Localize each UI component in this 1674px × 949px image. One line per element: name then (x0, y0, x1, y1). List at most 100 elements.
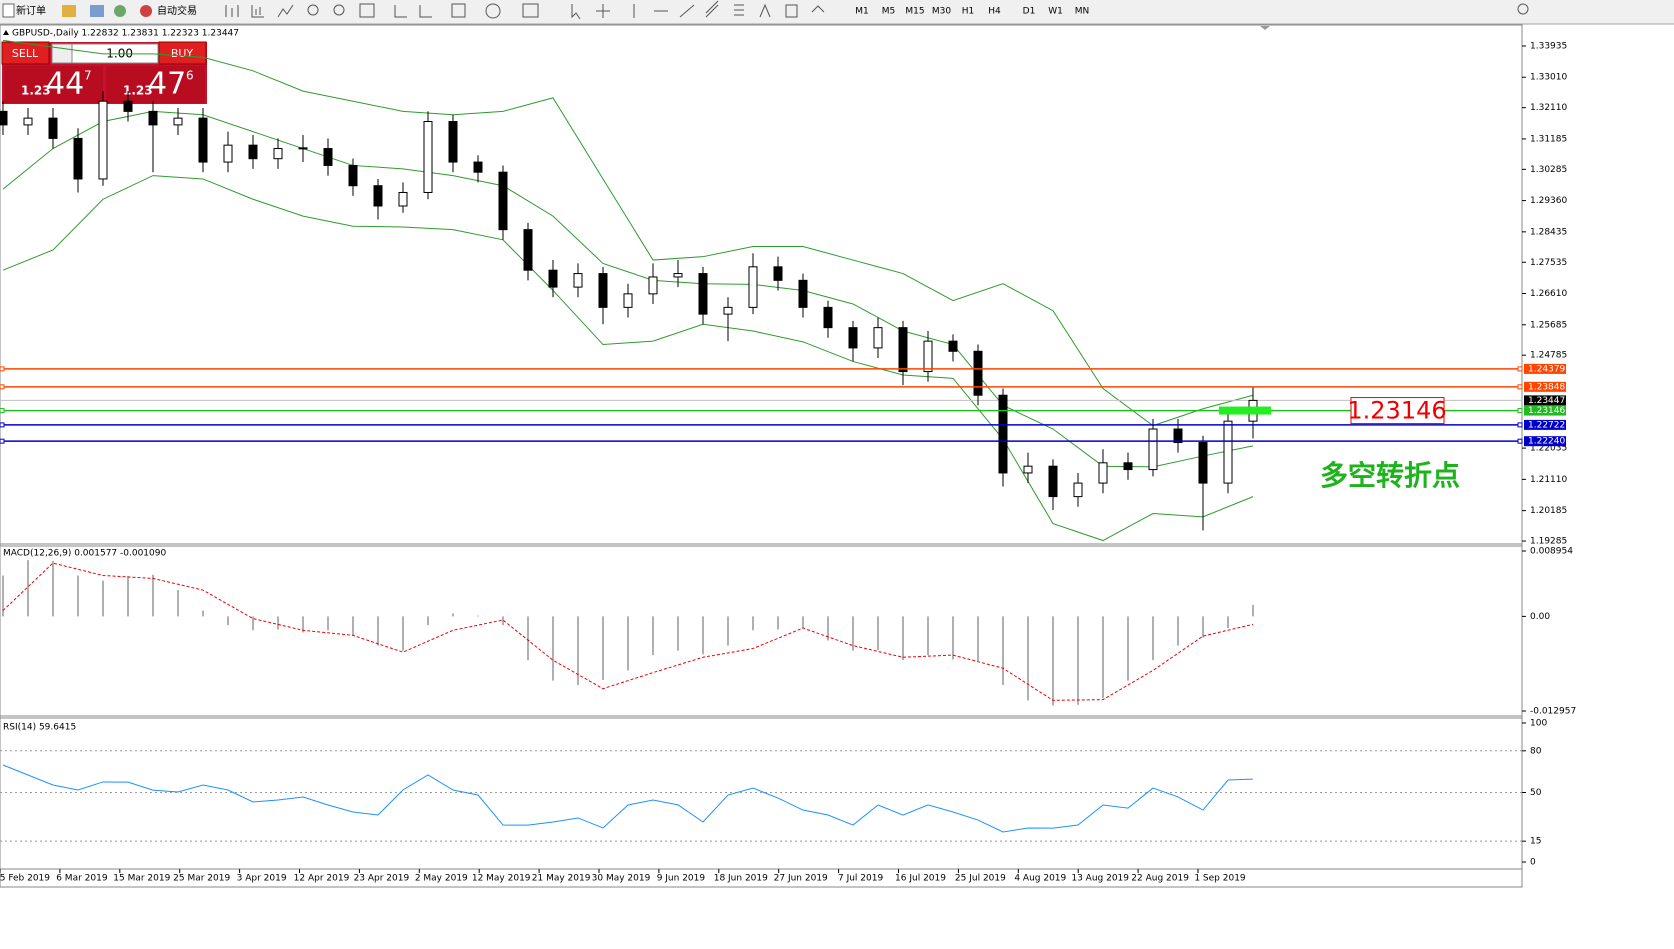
level-handle (0, 422, 5, 428)
buy-label[interactable]: BUY (171, 47, 194, 60)
new-order-icon[interactable] (2, 3, 15, 18)
timeframe-button[interactable]: M5 (882, 7, 896, 17)
candle-body (523, 229, 533, 271)
periods-icon[interactable] (485, 3, 501, 19)
fibo-icon[interactable] (734, 4, 744, 16)
rsi-line (2, 764, 1254, 833)
toolbar-icon[interactable] (62, 5, 76, 17)
crosshair-icon[interactable] (596, 4, 610, 18)
level-price-bg (1524, 419, 1566, 430)
cursor-icon[interactable] (571, 4, 581, 20)
candle-body (923, 340, 933, 373)
candle-body (598, 273, 608, 308)
zoom-out-icon[interactable] (333, 4, 345, 16)
x-tick-label: 23 Apr 2019 (354, 874, 410, 884)
candle-body (48, 117, 58, 139)
auto-trading-button[interactable]: 自动交易 (157, 4, 197, 17)
level-price-label: 1.24379 (1528, 364, 1565, 374)
zoom-in-icon[interactable] (307, 4, 319, 16)
search-icon[interactable] (1517, 3, 1529, 15)
x-tick-label: 4 Aug 2019 (1014, 874, 1066, 884)
y-tick-label: 1.27535 (1530, 258, 1567, 268)
x-tick-label: 27 Jun 2019 (774, 874, 828, 884)
candle-body (423, 121, 433, 193)
sell-price-box[interactable] (4, 66, 103, 103)
candle-body (873, 327, 883, 349)
candle-chart-icon[interactable] (251, 5, 264, 18)
candle-body (273, 148, 283, 160)
price-note-box (1350, 397, 1445, 425)
candle-body (73, 137, 83, 180)
label-icon[interactable] (785, 4, 798, 18)
timeframe-button[interactable]: H1 (962, 7, 975, 17)
timeframe-button[interactable]: M30 (932, 7, 951, 17)
y-tick-label: 1.22035 (1530, 444, 1567, 454)
line-chart-icon[interactable] (277, 4, 294, 18)
timeframe-button[interactable]: H4 (988, 7, 1001, 17)
y-tick-label: 15 (1530, 837, 1541, 847)
y-tick-label: 1.20185 (1530, 506, 1567, 516)
bollinger-lower (2, 175, 1254, 542)
x-tick-label: 9 Jun 2019 (657, 874, 706, 884)
x-tick-label: 7 Jul 2019 (838, 874, 883, 884)
candle-body (1048, 465, 1058, 498)
sell-price-prefix: 1.23 (21, 84, 51, 98)
level-handle (0, 384, 5, 390)
toolbar (0, 0, 1674, 24)
trendline-icon[interactable] (679, 4, 695, 18)
candle-body (1198, 442, 1208, 484)
toolbar-icon[interactable] (90, 5, 104, 17)
collapse-icon[interactable] (3, 30, 9, 35)
candle-body (1148, 428, 1158, 471)
level-price-bg (1524, 405, 1566, 416)
macd-title: MACD(12,26,9) 0.001577 -0.001090 (3, 549, 166, 559)
x-tick-label: 12 May 2019 (472, 874, 531, 884)
candle-body (348, 164, 358, 187)
timeframe-button[interactable]: M1 (855, 7, 869, 17)
templates-icon[interactable] (522, 3, 539, 18)
x-tick-label: 1 Sep 2019 (1194, 874, 1246, 884)
candle-body (623, 293, 633, 308)
timeframe-button[interactable]: MN (1075, 7, 1090, 17)
buy-price-box[interactable] (106, 66, 205, 103)
candle-body (548, 269, 558, 288)
y-tick-label: 1.24785 (1530, 351, 1567, 361)
y-tick-label: 1.21110 (1530, 475, 1567, 485)
candle-body (1098, 462, 1108, 484)
x-tick-label: 12 Apr 2019 (294, 874, 350, 884)
level-handle (0, 438, 5, 444)
sell-button[interactable] (1, 41, 50, 65)
autoscroll-icon[interactable] (394, 5, 407, 18)
candle-body (1173, 428, 1183, 444)
x-tick-label: 25 Feb 2019 (0, 874, 50, 884)
y-tick-label: 1.33935 (1530, 41, 1567, 51)
lot-down[interactable] (51, 43, 73, 64)
y-tick-label: 1.25685 (1530, 320, 1567, 330)
timeframe-button[interactable]: D1 (1023, 7, 1036, 17)
shift-marker (1260, 26, 1270, 30)
bar-chart-icon[interactable] (225, 5, 239, 17)
candle-body (398, 191, 408, 207)
candle-body (848, 327, 858, 349)
tile-icon[interactable] (359, 3, 375, 18)
x-tick-label: 13 Aug 2019 (1071, 874, 1129, 884)
auto-trading-icon[interactable] (140, 5, 152, 17)
indicators-icon[interactable] (451, 3, 466, 18)
channel-icon[interactable] (705, 0, 719, 18)
sell-label[interactable]: SELL (12, 47, 39, 60)
level-price-label: 1.22722 (1528, 420, 1565, 430)
timeframe-button[interactable]: W1 (1048, 7, 1063, 17)
x-tick-label: 2 May 2019 (415, 874, 468, 884)
arrows-icon[interactable] (811, 5, 825, 13)
timeframe-button[interactable]: M15 (905, 7, 924, 17)
buy-button[interactable] (158, 41, 207, 65)
chart-frame (0, 24, 1523, 888)
candle-body (698, 273, 708, 315)
price-note: 1.23146 (1347, 397, 1446, 425)
x-tick-label: 25 Jul 2019 (955, 874, 1006, 884)
chart-shift-icon[interactable] (419, 5, 432, 18)
y-tick-label: 1.28435 (1530, 227, 1567, 237)
toolbar-icon[interactable] (114, 5, 126, 17)
new-order-button[interactable]: 新订单 (16, 4, 46, 17)
text-icon[interactable] (759, 3, 771, 18)
